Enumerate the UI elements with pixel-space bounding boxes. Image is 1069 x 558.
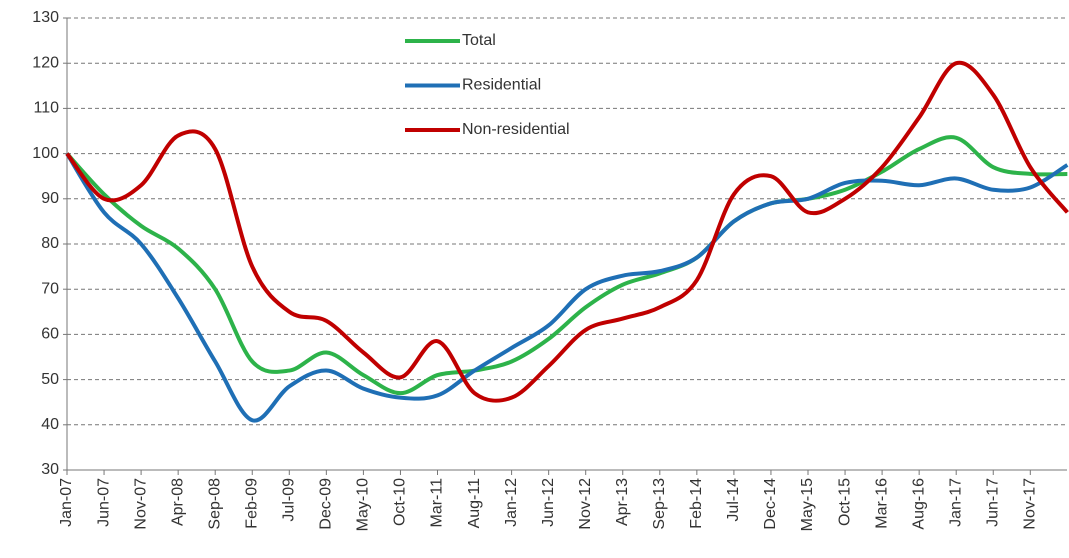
x-tick-label: Sep-13 (651, 478, 668, 530)
x-tick-label: May-10 (355, 478, 372, 531)
x-tick-label: Oct-10 (392, 478, 409, 526)
x-tick-label: Jul-14 (725, 478, 742, 522)
x-tick-label: Mar-16 (873, 478, 890, 529)
y-tick-label: 100 (32, 145, 59, 162)
legend-label: Residential (462, 77, 541, 94)
legend-label: Total (462, 32, 496, 49)
x-tick-label: Jun-07 (95, 478, 112, 527)
y-tick-label: 120 (32, 54, 59, 71)
x-tick-label: Jun-17 (984, 478, 1001, 527)
y-tick-label: 80 (41, 235, 59, 252)
x-tick-label: Sep-08 (206, 478, 223, 530)
x-tick-label: Apr-13 (614, 478, 631, 526)
x-tick-label: Feb-14 (688, 478, 705, 529)
x-tick-label: Nov-17 (1022, 478, 1039, 530)
x-tick-label: Nov-12 (577, 478, 594, 530)
series-line (65, 135, 1068, 396)
y-tick-label: 70 (41, 280, 59, 297)
x-tick-label: Jan-07 (58, 478, 75, 527)
x-tick-label: Jun-12 (540, 478, 557, 527)
y-tick-label: 40 (41, 416, 59, 433)
series-line (65, 60, 1069, 403)
x-tick-label: May-15 (799, 478, 816, 531)
x-tick-label: Dec-09 (318, 478, 335, 530)
legend-label: Non-residential (462, 121, 570, 138)
x-tick-label: Jan-17 (947, 478, 964, 527)
y-tick-label: 30 (41, 461, 59, 478)
series-line (65, 152, 1069, 423)
x-tick-label: Nov-07 (132, 478, 149, 530)
x-tick-label: Apr-08 (169, 478, 186, 526)
y-tick-label: 60 (41, 326, 59, 343)
y-tick-label: 90 (41, 190, 59, 207)
x-tick-label: Jan-12 (503, 478, 520, 527)
x-tick-label: Dec-14 (762, 478, 779, 530)
y-tick-label: 130 (32, 9, 59, 26)
x-tick-label: Oct-15 (836, 478, 853, 526)
x-tick-label: Aug-16 (910, 478, 927, 530)
x-tick-label: Jul-09 (281, 478, 298, 522)
x-tick-label: Aug-11 (466, 478, 483, 529)
x-tick-label: Feb-09 (243, 478, 260, 529)
y-tick-label: 50 (41, 371, 59, 388)
y-tick-label: 110 (33, 100, 59, 117)
x-tick-label: Mar-11 (429, 478, 446, 528)
